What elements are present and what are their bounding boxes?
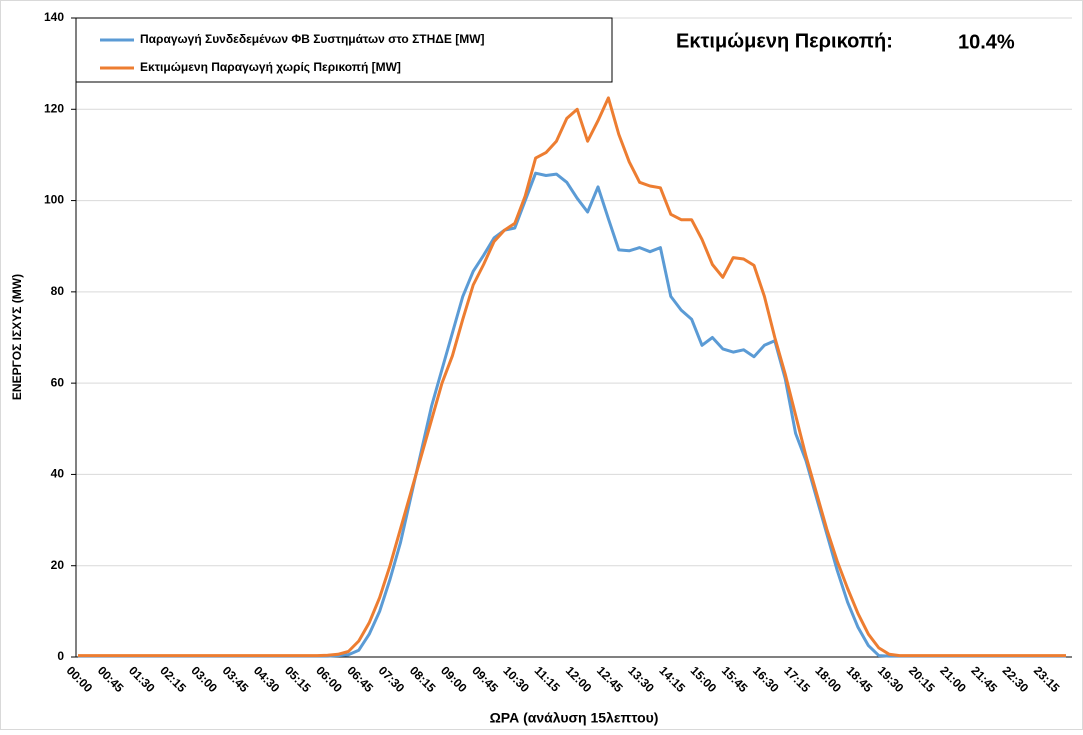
y-tick-label: 100 xyxy=(44,193,64,207)
y-tick-label: 40 xyxy=(51,467,65,481)
annotation-value: 10.4% xyxy=(958,31,1015,53)
legend-label: Παραγωγή Συνδεδεμένων ΦΒ Συστημάτων στο … xyxy=(140,32,485,46)
y-tick-label: 80 xyxy=(51,284,65,298)
y-axis-label: ΕΝΕΡΓΟΣ ΙΣΧΥΣ (MW) xyxy=(10,274,24,400)
y-tick-label: 120 xyxy=(44,101,64,115)
legend-label: Εκτιμώμενη Παραγωγή χωρίς Περικοπή [MW] xyxy=(140,60,401,74)
y-tick-label: 20 xyxy=(51,558,65,572)
x-axis-label: ΩΡΑ (ανάλυση 15λεπτου) xyxy=(490,710,659,726)
series-line xyxy=(78,96,1066,658)
legend-box xyxy=(75,17,613,83)
annotation-label: Εκτιμώμενη Περικοπή: xyxy=(676,30,893,52)
y-tick-label: 140 xyxy=(44,10,64,24)
y-tick-label: 60 xyxy=(51,375,65,389)
y-tick-label: 0 xyxy=(57,649,64,663)
